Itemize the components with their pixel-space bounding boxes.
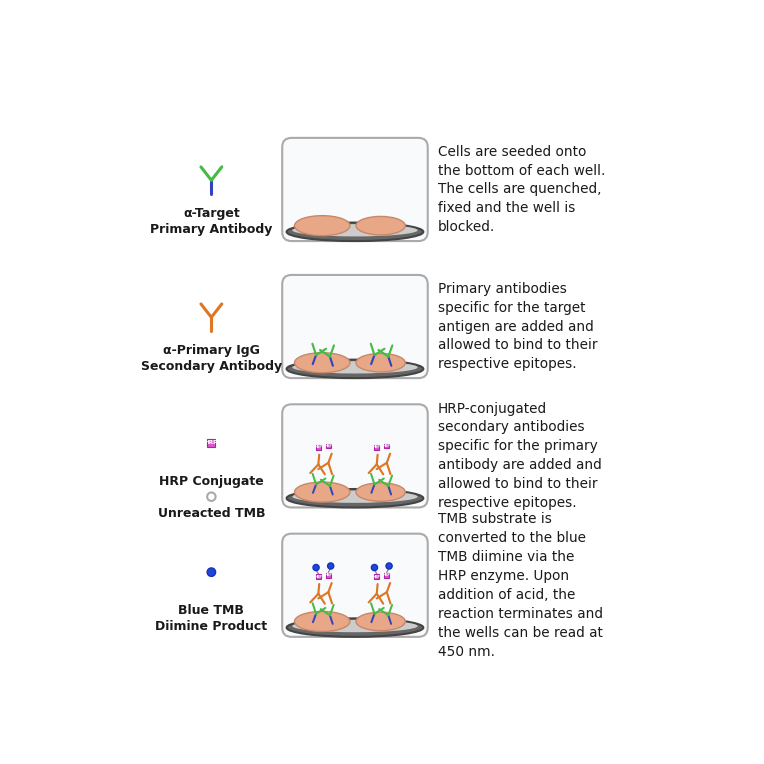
Text: HRP: HRP xyxy=(315,575,322,579)
Ellipse shape xyxy=(286,618,423,637)
Text: Primary antibodies
specific for the target
antigen are added and
allowed to bind: Primary antibodies specific for the targ… xyxy=(438,282,597,371)
Ellipse shape xyxy=(356,216,405,235)
Ellipse shape xyxy=(294,482,350,502)
Bar xyxy=(374,575,379,579)
FancyBboxPatch shape xyxy=(282,404,428,507)
Ellipse shape xyxy=(286,360,423,378)
Ellipse shape xyxy=(356,612,405,630)
Text: HRP: HRP xyxy=(325,573,332,578)
Ellipse shape xyxy=(293,620,418,633)
Circle shape xyxy=(207,568,215,576)
Text: Unreacted TMB: Unreacted TMB xyxy=(157,507,265,520)
Ellipse shape xyxy=(286,222,423,241)
Bar xyxy=(384,573,389,578)
Text: α-Primary IgG
Secondary Antibody: α-Primary IgG Secondary Antibody xyxy=(141,345,282,374)
Ellipse shape xyxy=(294,611,350,632)
Circle shape xyxy=(328,563,334,569)
Text: Blue TMB
Diimine Product: Blue TMB Diimine Product xyxy=(155,604,267,633)
Ellipse shape xyxy=(293,224,418,236)
Bar xyxy=(316,575,321,579)
Circle shape xyxy=(313,565,319,571)
Text: HRP: HRP xyxy=(373,445,380,449)
Ellipse shape xyxy=(356,483,405,501)
Text: TMB substrate is
converted to the blue
TMB diimine via the
HRP enzyme. Upon
addi: TMB substrate is converted to the blue T… xyxy=(438,512,603,659)
FancyBboxPatch shape xyxy=(282,275,428,378)
Text: α-Target
Primary Antibody: α-Target Primary Antibody xyxy=(151,207,273,236)
Bar xyxy=(374,445,379,450)
Text: HRP: HRP xyxy=(205,440,218,445)
Text: HRP: HRP xyxy=(383,444,390,448)
FancyBboxPatch shape xyxy=(282,534,428,637)
Ellipse shape xyxy=(286,489,423,507)
Ellipse shape xyxy=(294,215,350,235)
Text: HRP Conjugate: HRP Conjugate xyxy=(159,475,264,488)
Bar xyxy=(316,445,321,450)
Bar xyxy=(326,444,331,448)
Text: HRP-conjugated
secondary antibodies
specific for the primary
antibody are added : HRP-conjugated secondary antibodies spec… xyxy=(438,402,601,510)
FancyBboxPatch shape xyxy=(282,138,428,241)
Bar xyxy=(384,444,389,448)
Text: HRP: HRP xyxy=(373,575,380,579)
Bar xyxy=(326,573,331,578)
Circle shape xyxy=(386,563,392,569)
Ellipse shape xyxy=(294,353,350,373)
Text: Cells are seeded onto
the bottom of each well.
The cells are quenched,
fixed and: Cells are seeded onto the bottom of each… xyxy=(438,144,605,235)
Text: HRP: HRP xyxy=(315,445,322,449)
Text: HRP: HRP xyxy=(383,573,390,578)
Circle shape xyxy=(371,565,377,571)
Ellipse shape xyxy=(293,361,418,374)
Bar xyxy=(207,439,215,447)
Text: HRP: HRP xyxy=(325,444,332,448)
Ellipse shape xyxy=(293,490,418,503)
Ellipse shape xyxy=(356,354,405,372)
